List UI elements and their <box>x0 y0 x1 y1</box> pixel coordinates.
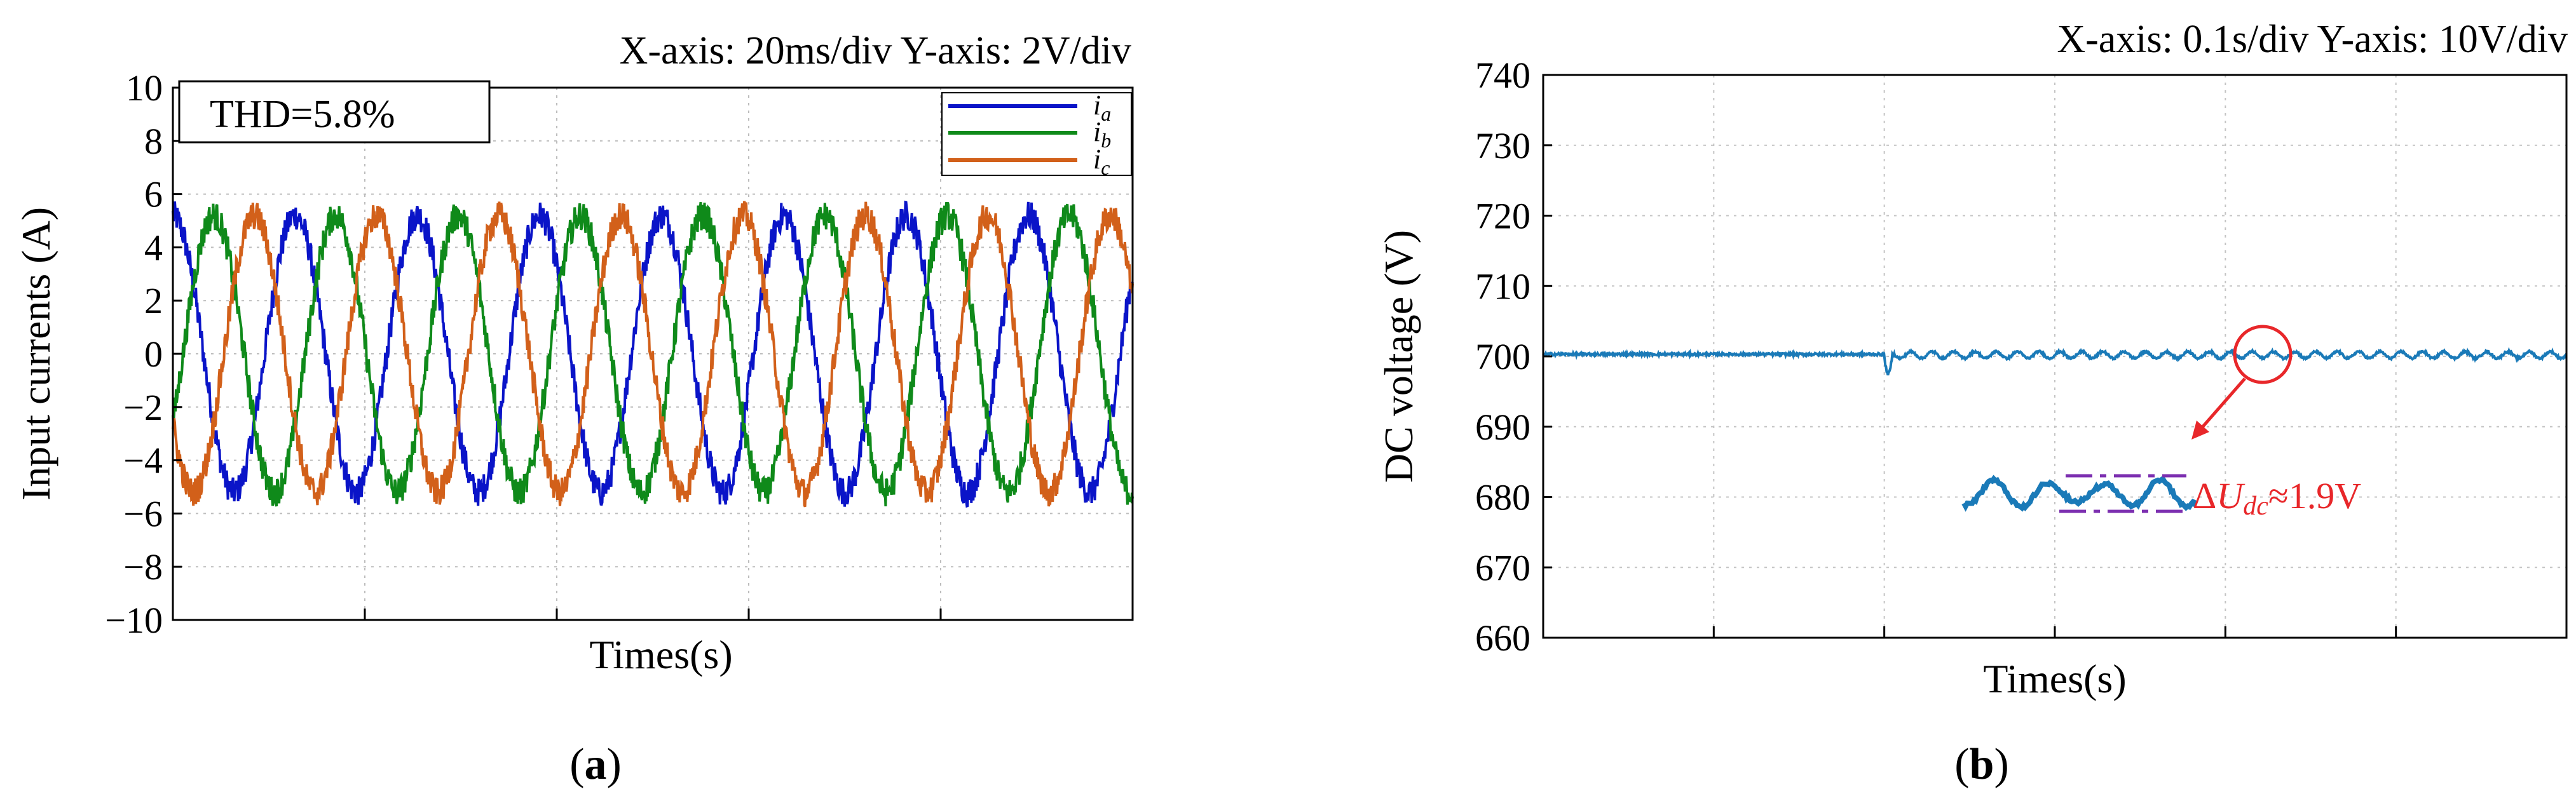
legend-label-ic: ic <box>1093 144 1110 179</box>
zoom-ripple-line <box>1961 474 2198 512</box>
panel-a-header: X-axis: 20ms/div Y-axis: 2V/div <box>620 29 1131 72</box>
panel-a-y-tick-label: −6 <box>123 493 163 534</box>
panel-a-series-ic <box>172 201 1134 508</box>
panel-a-y-tick-label: −8 <box>123 546 163 588</box>
panel-a-chart: X-axis: 20ms/div Y-axis: 2V/div THD=5.8%… <box>13 29 1134 789</box>
panel-b-y-tick-label: 710 <box>1475 266 1530 307</box>
ripple-annotation: ΔUdc≈1.9V <box>2193 475 2361 521</box>
panel-a-series-ib <box>172 201 1134 507</box>
zoom-arrow <box>2199 377 2246 431</box>
panel-b-y-tick-label: 670 <box>1475 547 1530 588</box>
panel-a-y-tick-label: 2 <box>144 280 163 321</box>
panel-b-y-tick-label: 720 <box>1475 196 1530 237</box>
panel-b-x-axis-label: Times(s) <box>1983 656 2126 701</box>
panel-a-subfigure-label: (a) <box>569 740 622 789</box>
panel-a-x-axis-label: Times(s) <box>589 632 732 677</box>
panel-b-y-tick-label: 690 <box>1475 407 1530 448</box>
panel-a-y-tick-label: 10 <box>126 67 163 109</box>
panel-a-y-tick-label: 6 <box>144 174 163 215</box>
panel-a-y-tick-labels: 10 8 6 4 2 0 −2 −4 −6 −8 −10 <box>105 67 163 641</box>
panel-b-y-tick-label: 700 <box>1475 336 1530 377</box>
panel-a-y-tick-label: 4 <box>144 227 163 268</box>
legend-label-ia: ia <box>1093 90 1111 125</box>
panel-b-series-dc-voltage <box>1542 347 2568 375</box>
zoom-inset-waveform <box>1961 474 2198 512</box>
panel-b-y-tick-label: 740 <box>1475 55 1530 96</box>
panel-b-chart: X-axis: 0.1s/div Y-axis: 10V/div 7407307… <box>1376 18 2568 789</box>
panel-b-subfigure-label: (b) <box>1954 740 2009 789</box>
thd-label: THD=5.8% <box>210 93 395 136</box>
panel-a-y-tick-label: −10 <box>105 600 163 641</box>
panel-a-y-axis-label: Input currents (A) <box>13 207 58 501</box>
panel-a-x-ticks <box>173 86 942 621</box>
panel-b-x-ticks <box>1543 74 2397 639</box>
thd-box <box>178 80 491 144</box>
panel-a-legend: ia ib ic <box>941 90 1132 179</box>
panel-a-series-ia <box>172 200 1134 508</box>
panel-a-series <box>172 200 1134 508</box>
panel-a-y-tick-label: −2 <box>123 387 163 428</box>
panel-b-y-tick-label: 660 <box>1475 617 1530 659</box>
panel-b-header: X-axis: 0.1s/div Y-axis: 10V/div <box>2057 18 2568 61</box>
panel-b-series <box>1542 347 2568 375</box>
panel-a-y-tick-label: −4 <box>123 440 163 481</box>
panel-b-y-tick-label: 730 <box>1475 125 1530 166</box>
panel-a-y-tick-label: 0 <box>144 333 163 375</box>
legend-label-ib: ib <box>1093 116 1111 152</box>
zoom-circle <box>2233 325 2293 384</box>
panel-b-y-axis-label: DC voltage (V) <box>1376 230 1421 483</box>
panel-b-y-tick-label: 680 <box>1475 477 1530 518</box>
panel-a-grid <box>173 88 1133 620</box>
panel-b-y-tick-labels: 740 730 720 710 700 690 680 670 660 <box>1475 55 1530 659</box>
panel-a-y-tick-label: 8 <box>144 121 163 162</box>
zoom-arrow-head <box>2191 421 2209 440</box>
